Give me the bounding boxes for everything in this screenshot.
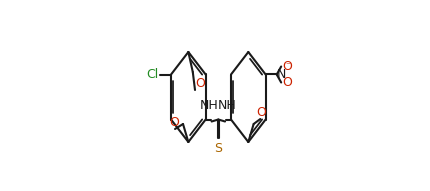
Text: S: S <box>214 142 222 155</box>
Text: N: N <box>277 68 286 81</box>
Text: NH: NH <box>200 99 219 112</box>
Text: O: O <box>169 116 179 129</box>
Text: Cl: Cl <box>146 68 158 81</box>
Text: ⁻: ⁻ <box>286 62 291 71</box>
Text: O: O <box>195 77 205 90</box>
Text: O: O <box>282 60 292 73</box>
Text: O: O <box>256 106 266 119</box>
Text: NH: NH <box>218 99 236 112</box>
Text: O: O <box>282 76 292 89</box>
